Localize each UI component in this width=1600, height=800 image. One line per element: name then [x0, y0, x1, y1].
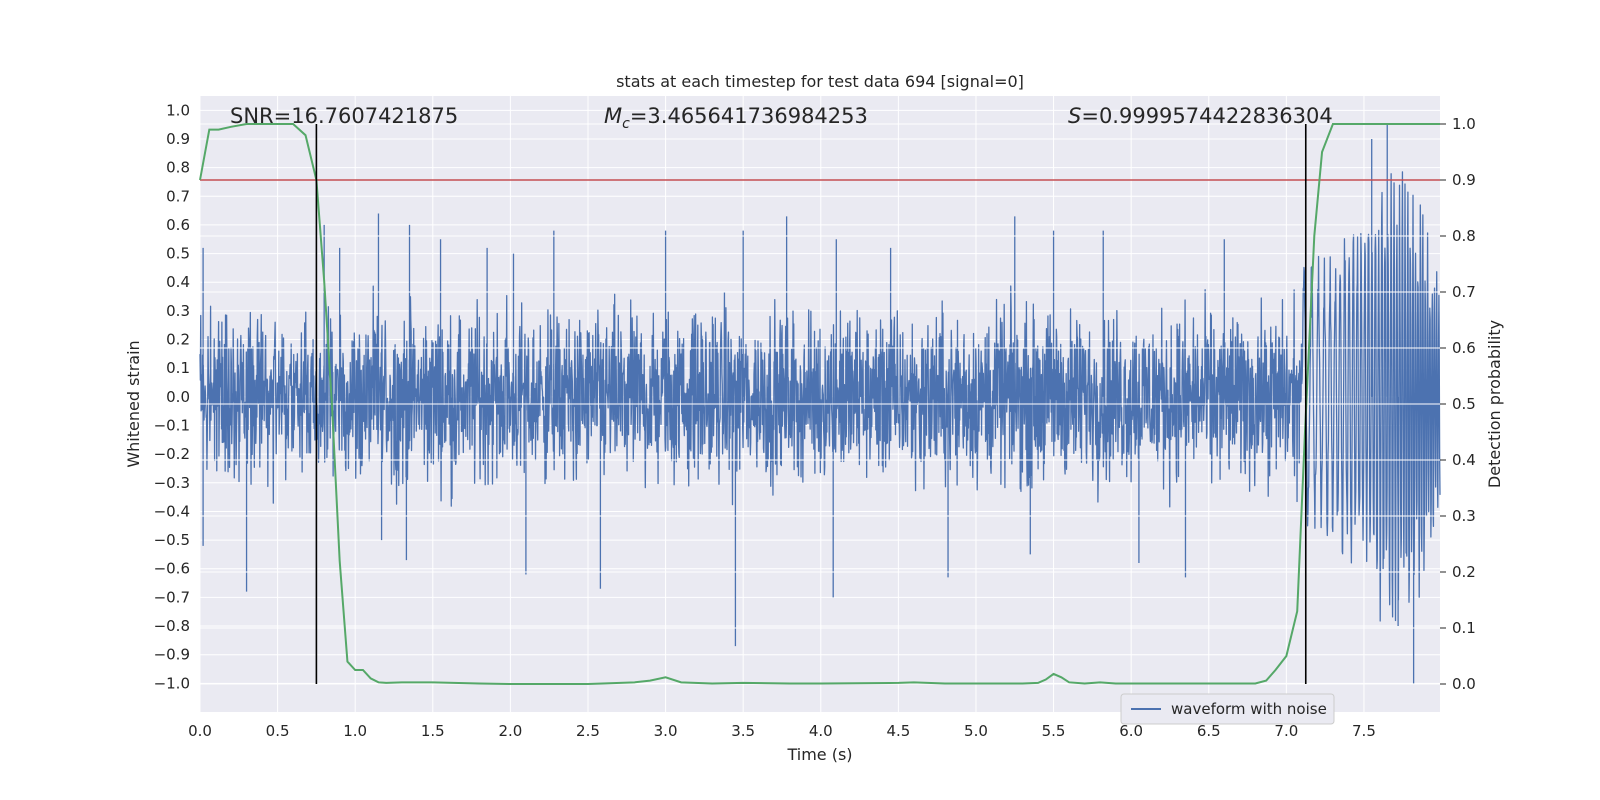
y-tick-label: −0.3	[154, 474, 190, 492]
x-tick-label: 1.0	[343, 722, 367, 740]
detection-probability-series	[199, 123, 1440, 685]
chart-title: stats at each timestep for test data 694…	[616, 72, 1024, 91]
legend: waveform with noise	[1120, 693, 1335, 725]
y-tick-label: −0.9	[154, 646, 190, 664]
legend-box	[1120, 693, 1335, 725]
y2-tick-label: 0.2	[1452, 563, 1476, 581]
x-tick-label: 0.0	[188, 722, 212, 740]
y-tick-label: −0.2	[154, 445, 190, 463]
mc-annotation: Mc=3.465641736984253	[604, 104, 868, 132]
x-tick-label: 2.0	[498, 722, 522, 740]
y-tick-label: 0.9	[166, 130, 190, 148]
y-tick-label: −0.4	[154, 502, 190, 520]
x-tick-label: 6.0	[1119, 722, 1143, 740]
y-tick-label: −0.8	[154, 617, 190, 635]
y-tick-label: 0.8	[166, 159, 190, 177]
y-tick-label: 0.0	[166, 388, 190, 406]
y-tick-label: 0.3	[166, 302, 190, 320]
y-tick-label: 0.5	[166, 245, 190, 263]
y-tick-label: −0.1	[154, 416, 190, 434]
x-tick-label: 2.5	[576, 722, 600, 740]
mc-subscript: c	[622, 116, 630, 132]
y2-tick-label: 0.4	[1452, 451, 1476, 469]
x-tick-label: 0.5	[266, 722, 290, 740]
y2-tick-label: 0.6	[1452, 339, 1476, 357]
legend-label-waveform: waveform with noise	[1171, 700, 1327, 718]
y2-tick-label: 0.9	[1452, 171, 1476, 189]
y2-tick-label: 0.7	[1452, 283, 1476, 301]
x-tick-label: 7.0	[1274, 722, 1298, 740]
x-tick-label: 4.5	[886, 722, 910, 740]
x-tick-label: 3.0	[654, 722, 678, 740]
s-symbol: S	[1068, 104, 1081, 128]
y-tick-label: 0.6	[166, 216, 190, 234]
y2-tick-label: 0.1	[1452, 619, 1476, 637]
x-axis-label: Time (s)	[786, 745, 852, 764]
x-tick-label: 3.5	[731, 722, 755, 740]
mc-value: =3.465641736984253	[630, 104, 868, 128]
waveform-layer	[199, 124, 1441, 684]
y-axis-label: Whitened strain	[124, 340, 143, 467]
waveform-series	[199, 124, 1441, 684]
y-tick-label: 1.0	[166, 101, 190, 119]
x-tick-label: 6.5	[1197, 722, 1221, 740]
y2-tick-label: 0.0	[1452, 675, 1476, 693]
y-tick-label: 0.7	[166, 187, 190, 205]
overlay-layer	[199, 123, 1440, 685]
y2-tick-label: 0.3	[1452, 507, 1476, 525]
x-tick-label: 4.0	[809, 722, 833, 740]
y-tick-label: −1.0	[154, 674, 190, 692]
x-tick-label: 5.0	[964, 722, 988, 740]
y2-axis-label: Detection probability	[1485, 320, 1504, 488]
y-tick-label: 0.4	[166, 273, 190, 291]
x-tick-label: 7.5	[1352, 722, 1376, 740]
y-tick-label: −0.7	[154, 588, 190, 606]
y2-tick-label: 0.8	[1452, 227, 1476, 245]
y-tick-label: 0.2	[166, 331, 190, 349]
x-tick-label: 5.5	[1042, 722, 1066, 740]
snr-annotation: SNR=16.7607421875	[230, 104, 458, 128]
y-tick-label: −0.5	[154, 531, 190, 549]
y2-tick-label: 1.0	[1452, 115, 1476, 133]
x-tick-label: 1.5	[421, 722, 445, 740]
mc-symbol: M	[604, 104, 622, 128]
y-tick-label: 0.1	[166, 359, 190, 377]
tick-layer: 1.0 0.9 0.8 0.7 0.6 0.5 0.4 0.3 0.2 0.1 0.0 −0.1 −0.…	[154, 101, 1476, 740]
s-value: =0.9999574422836304	[1081, 104, 1332, 128]
y2-tick-label: 0.5	[1452, 395, 1476, 413]
s-annotation: S=0.9999574422836304	[1068, 104, 1333, 128]
y-tick-label: −0.6	[154, 560, 190, 578]
